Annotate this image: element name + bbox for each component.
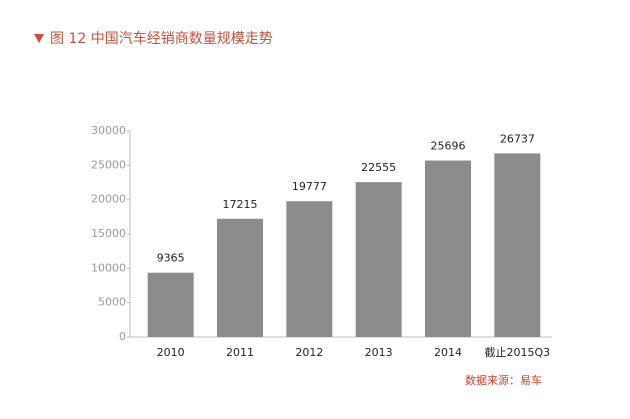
- y-tick-label: 15000: [91, 227, 126, 240]
- x-tick-label: 2013: [365, 346, 393, 359]
- x-tick-label: 截止2015Q3: [485, 345, 551, 359]
- x-tick-label: 2014: [434, 346, 462, 359]
- data-label: 26737: [500, 132, 535, 145]
- bar: [147, 272, 194, 337]
- y-tick-label: 25000: [91, 158, 126, 171]
- data-label: 9365: [157, 252, 185, 265]
- bar: [425, 160, 471, 337]
- y-tick-label: 20000: [91, 193, 126, 206]
- bar: [355, 182, 402, 337]
- data-label: 19777: [292, 180, 327, 193]
- data-label: 25696: [431, 140, 466, 153]
- y-tick-label: 0: [119, 330, 126, 343]
- source-note: 数据来源：易车: [465, 373, 542, 387]
- data-label: 17215: [223, 198, 258, 211]
- chart-title: 图 12 中国汽车经销商数量规模走势: [50, 30, 273, 47]
- x-tick-label: 2012: [295, 346, 323, 359]
- x-tick-label: 2011: [226, 346, 254, 359]
- bar: [217, 218, 263, 337]
- data-label: 22555: [361, 161, 396, 174]
- bar: [286, 201, 333, 337]
- y-tick-label: 30000: [91, 124, 126, 137]
- title-marker: [34, 34, 44, 43]
- y-tick-label: 5000: [98, 296, 126, 309]
- x-tick-label: 2010: [157, 346, 185, 359]
- y-tick-label: 10000: [91, 261, 126, 274]
- bar: [494, 153, 541, 337]
